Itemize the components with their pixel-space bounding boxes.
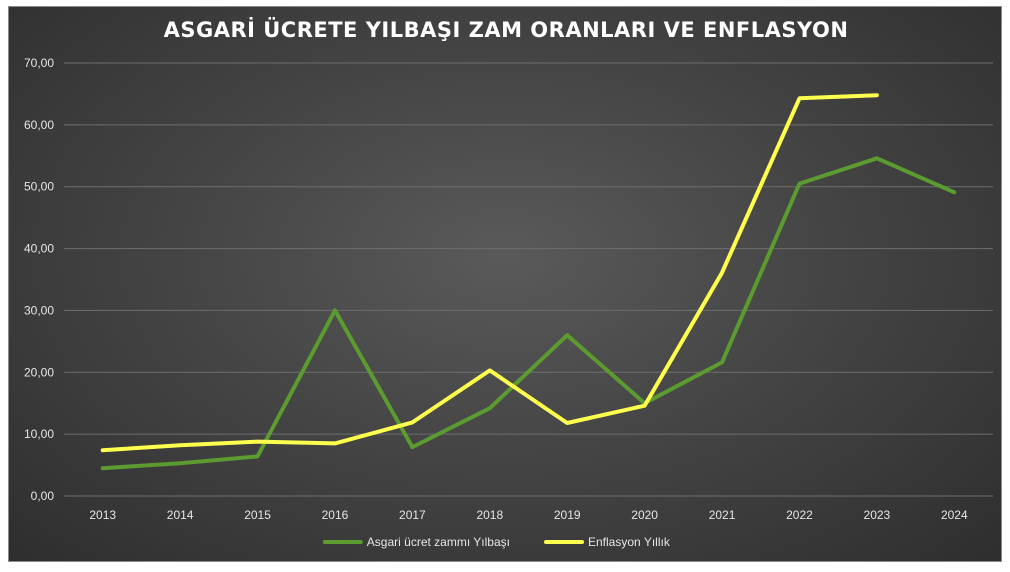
y-tick-label: 60,00 xyxy=(24,118,54,132)
y-tick-label: 10,00 xyxy=(24,427,54,441)
y-tick-label: 40,00 xyxy=(24,242,54,256)
x-tick-label: 2016 xyxy=(322,508,349,522)
gridlines xyxy=(64,62,993,497)
x-tick-label: 2017 xyxy=(399,508,426,522)
legend-label: Enflasyon Yıllık xyxy=(588,535,671,549)
y-tick-label: 20,00 xyxy=(24,365,54,379)
x-tick-label: 2013 xyxy=(89,508,116,522)
series-line-2 xyxy=(100,93,879,453)
y-tick-label: 30,00 xyxy=(24,303,54,317)
y-tick-label: 0,00 xyxy=(31,489,55,503)
legend: Asgari ücret zammı Yılbaşı Enflasyon Yıll… xyxy=(322,535,671,549)
x-tick-label: 2023 xyxy=(864,508,891,522)
series-lines xyxy=(100,93,957,471)
y-tick-label: 70,00 xyxy=(24,56,54,70)
x-tick-label: 2021 xyxy=(709,508,736,522)
y-tick-label: 50,00 xyxy=(24,180,54,194)
x-tick-label: 2020 xyxy=(631,508,658,522)
x-tick-label: 2018 xyxy=(476,508,503,522)
x-tick-label: 2024 xyxy=(941,508,968,522)
legend-label: Asgari ücret zammı Yılbaşı xyxy=(367,535,510,549)
line-chart: ASGARİ ÜCRETE YILBAŞI ZAM ORANLARI VE EN… xyxy=(24,17,993,549)
x-axis-ticks: 2013 2014 2015 2016 2017 2018 2019 2020 2021 2022… xyxy=(89,508,968,522)
chart-title: ASGARİ ÜCRETE YILBAŞI ZAM ORANLARI VE EN… xyxy=(164,17,849,42)
chart-frame: ASGARİ ÜCRETE YILBAŞI ZAM ORANLARI VE EN… xyxy=(8,6,1002,562)
series-line-1 xyxy=(100,156,957,471)
x-tick-label: 2014 xyxy=(167,508,194,522)
y-axis-ticks: 0,00 10,00 20,00 30,00 40,00 50,00 60,00 70,00 xyxy=(24,56,54,503)
x-tick-label: 2015 xyxy=(244,508,271,522)
x-tick-label: 2022 xyxy=(786,508,813,522)
x-tick-label: 2019 xyxy=(554,508,581,522)
